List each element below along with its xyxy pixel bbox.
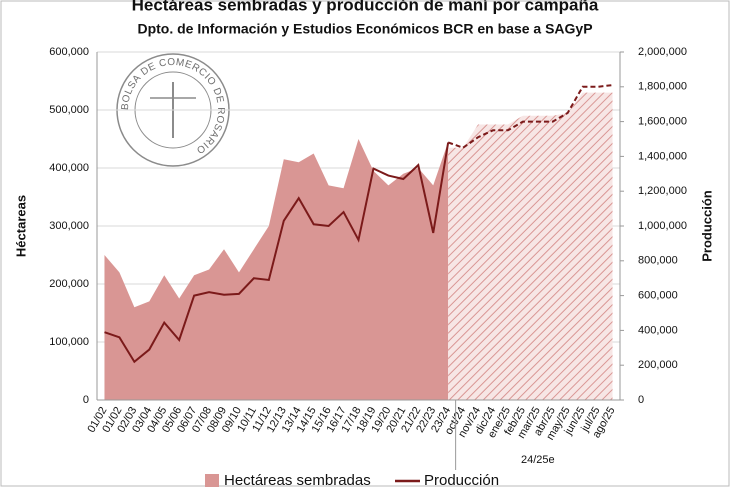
group-label: 24/25e [521,454,555,466]
y2-tick-label: 1,800,000 [638,81,687,93]
y2-tick-label: 2,000,000 [638,46,687,58]
legend-swatch [205,474,219,487]
y2-tick-label: 400,000 [638,324,678,336]
line-estimate [462,84,613,149]
y-tick-label: 200,000 [49,278,89,290]
y2-tick-label: 1,200,000 [638,185,687,197]
line [104,142,450,364]
y-tick-label: 500,000 [49,104,89,116]
y2-tick-label: 1,000,000 [638,220,687,232]
y-tick-label: 400,000 [49,162,89,174]
chart-title: Hectáreas sembradas y producción de maní… [132,0,599,14]
legend-label: Producción [424,472,499,487]
y-tick-label: 600,000 [49,46,89,58]
y2-tick-label: 0 [638,394,644,406]
y2-tick-label: 800,000 [638,255,678,267]
y-axis-label: Héctareas [13,195,28,257]
y2-tick-label: 1,400,000 [638,150,687,162]
y-tick-label: 0 [83,394,89,406]
y2-tick-label: 600,000 [638,290,678,302]
line-connector [447,141,464,149]
y-tick-label: 100,000 [49,336,89,348]
y2-tick-label: 1,600,000 [638,116,687,128]
y2-tick-label: 200,000 [638,359,678,371]
area [104,139,449,400]
y2-axis-label: Producción [699,190,714,262]
legend-label: Hectáreas sembradas [224,472,371,487]
y-tick-label: 300,000 [49,220,89,232]
area-estimate [448,92,613,400]
chart-subtitle: Dpto. de Información y Estudios Económic… [137,21,592,37]
